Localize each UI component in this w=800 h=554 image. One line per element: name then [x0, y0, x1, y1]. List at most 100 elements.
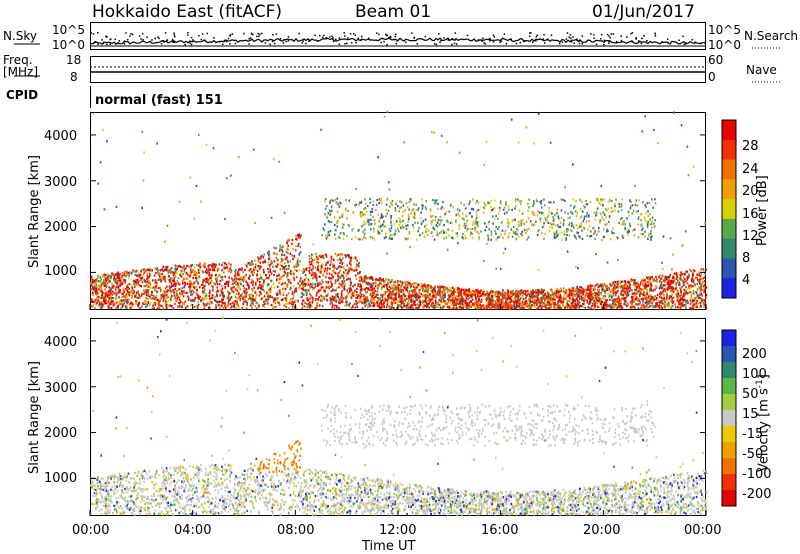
power-cell [224, 282, 226, 285]
power-cell [332, 304, 334, 307]
power-cell [215, 304, 217, 307]
power-cell [279, 268, 282, 271]
power-cell [107, 277, 110, 281]
power-cell [280, 283, 283, 286]
power-cell [134, 273, 136, 276]
power-cell [301, 269, 303, 272]
power-cell [206, 303, 208, 306]
power-cell [580, 305, 583, 308]
power-cell [277, 263, 279, 266]
power-cell [101, 293, 104, 297]
power-cell [196, 264, 198, 267]
power-cell [308, 260, 311, 264]
nsky-dot [308, 40, 310, 42]
power-cell [184, 284, 186, 287]
power-cell [116, 301, 118, 304]
power-cell [373, 291, 375, 294]
power-cell [683, 280, 685, 283]
power-cell [433, 288, 436, 291]
power-cell [360, 289, 362, 292]
power-cell [332, 276, 334, 279]
power-cell [686, 288, 689, 291]
power-cell [648, 300, 650, 303]
nsky-dot [433, 43, 436, 45]
nsky-dot [499, 41, 501, 43]
power-cell [407, 295, 410, 298]
power-cell [153, 306, 156, 309]
power-cell [535, 291, 538, 294]
power-cell [349, 280, 352, 283]
power-cell [215, 290, 218, 293]
power-cell [342, 257, 344, 260]
power-cell [219, 279, 222, 282]
power-cell [345, 275, 348, 278]
power-cell [576, 287, 578, 290]
power-cell [693, 297, 696, 300]
power-cell [637, 287, 640, 290]
power-cell [311, 299, 314, 302]
power-cell [636, 296, 638, 299]
nsky-dot [620, 35, 622, 37]
power-cell [672, 304, 674, 307]
power-cell [265, 298, 268, 301]
power-cell [594, 302, 596, 305]
power-cell [682, 293, 685, 296]
nsky-dot [229, 34, 232, 36]
power-cell [245, 273, 247, 276]
power-cell [625, 292, 627, 296]
power-cell [632, 279, 634, 282]
power-cell [169, 304, 172, 307]
power-cell [679, 286, 681, 289]
power-cell [348, 288, 351, 292]
nsky-dot [353, 32, 355, 35]
power-cell [178, 302, 181, 305]
power-cell [478, 298, 480, 301]
power-colorbar-segment [722, 218, 736, 240]
power-cell [699, 293, 701, 296]
power-cell [210, 279, 213, 282]
power-cell [262, 296, 264, 299]
nsky-dot [561, 41, 564, 43]
power-cell [672, 276, 675, 279]
power-cell [604, 295, 607, 298]
power-cell [330, 280, 332, 283]
power-cell [264, 260, 267, 263]
power-cell [428, 293, 431, 296]
xlabel: Time UT [362, 540, 415, 553]
power-cell [147, 297, 149, 300]
power-cell [292, 247, 294, 250]
power-cell [135, 270, 137, 273]
power-cell [118, 291, 121, 294]
power-cell [118, 281, 121, 284]
nsky-dot [319, 34, 321, 37]
nsky-dot [386, 43, 388, 46]
power-cell [229, 307, 232, 310]
power-cell [332, 265, 334, 268]
power-cell [600, 298, 602, 301]
power-cell [408, 297, 410, 300]
power-cell [661, 307, 664, 310]
power-cell [402, 291, 405, 294]
power-cell [647, 284, 649, 287]
power-cell [303, 282, 306, 286]
power-cell [591, 302, 594, 305]
nsky-dot [187, 32, 189, 34]
power-cell [204, 294, 207, 297]
power-cell [598, 285, 600, 288]
nsky-dot [566, 32, 569, 34]
nsky-dot [206, 32, 208, 35]
power-cell [704, 272, 706, 275]
power-cell [126, 289, 129, 292]
power-cell [286, 285, 288, 288]
vel-cb-100: 100 [742, 368, 767, 381]
nsky-dot [558, 42, 561, 45]
power-cell [102, 291, 104, 294]
power-cell [432, 302, 434, 305]
power-colorbar-segment [722, 278, 736, 299]
power-cell [287, 272, 289, 275]
power-cell [283, 262, 286, 265]
nsky-dot [505, 42, 508, 45]
power-cell [295, 306, 298, 309]
power-cell [262, 256, 264, 259]
nsky-dot [200, 38, 203, 41]
